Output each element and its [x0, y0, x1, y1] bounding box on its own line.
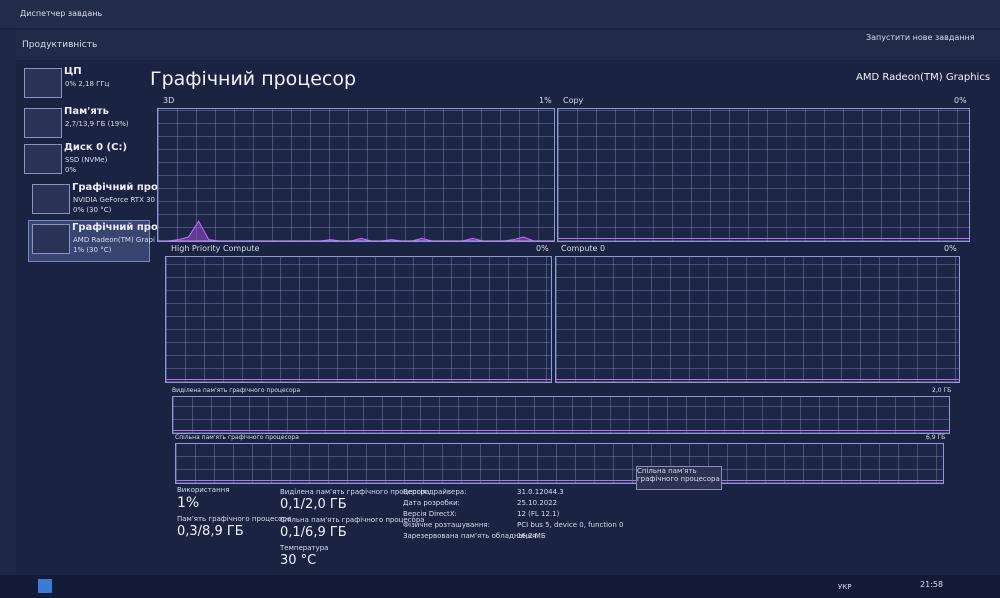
engine-label: Compute 0: [561, 244, 606, 253]
stat-value: 1%: [177, 495, 200, 511]
engine-graph: [165, 256, 552, 383]
memory-label: Спільна пам'ять графічного процесора: [175, 434, 299, 441]
sidebar-name[interactable]: Графічний проце: [72, 182, 173, 193]
stat-value: 0,1/6,9 ГБ: [280, 525, 347, 540]
sidebar-detail: 2,7/13,9 ГБ (19%): [65, 120, 129, 128]
sidebar-detail: NVIDIA GeForce RTX 30: [73, 196, 156, 204]
sidebar-thumb: [32, 184, 70, 214]
header-bar: [16, 30, 1000, 60]
sidebar-detail: 1% (30 °C): [73, 246, 112, 254]
detail-value: 31.0.12044.3: [517, 488, 564, 496]
sidebar-detail: 0% (30 °C): [73, 206, 112, 214]
sidebar-thumb: [24, 108, 62, 138]
stat-label: Спільна пам'ять графічного процесора: [280, 516, 425, 524]
detail-value: 25.10.2022: [517, 499, 558, 507]
sidebar-detail: 0%: [65, 166, 77, 174]
engine-graph: [555, 256, 960, 383]
stat-value: 0,3/8,9 ГБ: [177, 524, 244, 539]
engine-value: 1%: [539, 96, 552, 105]
history-area: [158, 220, 554, 241]
memory-label: Виділена пам'ять графічного процесора: [172, 387, 301, 394]
sidebar-detail: AMD Radeon(TM) Grapi: [73, 236, 155, 244]
memory-max: 2,0 ГБ: [932, 387, 952, 394]
engine-label: 3D: [163, 96, 175, 105]
stat-value: 0,1/2,0 ГБ: [280, 497, 347, 512]
title-bar: [0, 0, 1000, 28]
engine-graph: [557, 108, 970, 242]
engine-value: 0%: [954, 96, 967, 105]
tooltip: Спільна пам'ять графічного процесора: [636, 466, 722, 490]
detail-value: PCI bus 5, device 0, function 0: [517, 521, 624, 529]
detail-value: 12 (FL 12.1): [517, 510, 560, 518]
window-title: Диспетчер завдань: [20, 9, 103, 18]
baseline: [173, 430, 949, 431]
sidebar-thumb: [24, 68, 62, 98]
taskbar: [0, 575, 1000, 598]
engine-history: [158, 220, 554, 241]
page-title: Графічний процесор: [150, 68, 357, 90]
memory-graph: [175, 443, 944, 484]
engine-value: 0%: [536, 244, 549, 253]
engine-value: 0%: [944, 244, 957, 253]
device-name: AMD Radeon(TM) Graphics: [856, 72, 991, 83]
baseline: [556, 379, 959, 380]
nav-strip: [0, 30, 16, 575]
section-title: Продуктивність: [22, 40, 98, 50]
stat-value: 30 °C: [280, 553, 317, 568]
language[interactable]: УКР: [838, 583, 852, 591]
detail-value: 16,2 МБ: [517, 532, 546, 540]
detail-label: Версія драйвера:: [403, 488, 467, 496]
sidebar-detail: 0% 2,18 ГГц: [65, 80, 110, 88]
sidebar-thumb: [32, 224, 70, 254]
memory-graph: [172, 396, 950, 434]
baseline: [166, 379, 551, 380]
sidebar-name[interactable]: ЦП: [64, 66, 82, 77]
memory-max: 6,9 ГБ: [926, 434, 946, 441]
sidebar-name[interactable]: Диск 0 (C:): [64, 142, 128, 153]
sidebar-thumb: [24, 144, 62, 174]
stat-label: Використання: [177, 486, 230, 494]
baseline: [176, 480, 943, 481]
stat-label: Пам'ять графічного процесора: [177, 515, 292, 523]
stat-label: Виділена пам'ять графічного процесора: [280, 488, 430, 496]
engine-label: Copy: [563, 96, 584, 105]
engine-graph: [157, 108, 555, 242]
sidebar-name[interactable]: Графічний проце: [72, 222, 173, 233]
detail-label: Фізичне розташування:: [403, 521, 490, 529]
clock[interactable]: 21:58: [920, 580, 944, 589]
new-task-button[interactable]: Запустити нове завдання: [866, 33, 975, 42]
engine-label: High Priority Compute: [171, 244, 260, 253]
sidebar-name[interactable]: Пам'ять: [64, 106, 109, 117]
baseline: [558, 238, 969, 239]
detail-label: Дата розробки:: [403, 499, 460, 507]
detail-label: Зарезервована пам'ять обладнання:: [403, 532, 539, 540]
stat-label: Температура: [280, 544, 329, 552]
sidebar-detail: SSD (NVMe): [65, 156, 108, 164]
detail-label: Версія DirectX:: [403, 510, 457, 518]
start-button[interactable]: [38, 579, 52, 593]
